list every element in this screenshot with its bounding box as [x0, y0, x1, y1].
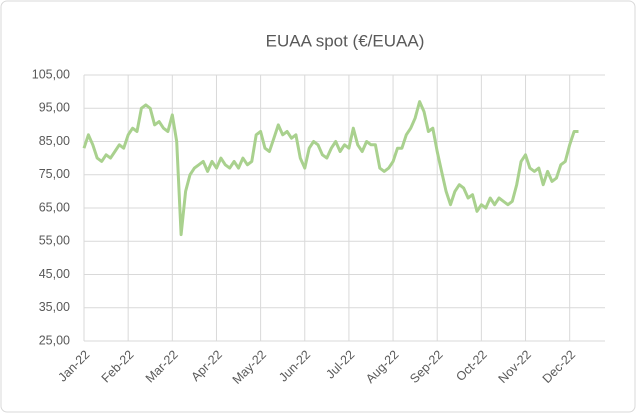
- y-tick-label: 55,00: [39, 234, 70, 248]
- y-tick-label: 45,00: [39, 267, 70, 281]
- y-tick-label: 75,00: [39, 167, 70, 181]
- chart-title: EUAA spot (€/EUAA): [266, 31, 425, 50]
- data-line: [82, 100, 579, 237]
- y-tick-label: 105,00: [32, 67, 70, 81]
- y-tick-label: 65,00: [39, 200, 70, 214]
- y-tick-label: 85,00: [39, 134, 70, 148]
- y-tick-label: 95,00: [39, 101, 70, 115]
- y-tick-label: 25,00: [39, 333, 70, 347]
- y-tick-label: 35,00: [39, 300, 70, 314]
